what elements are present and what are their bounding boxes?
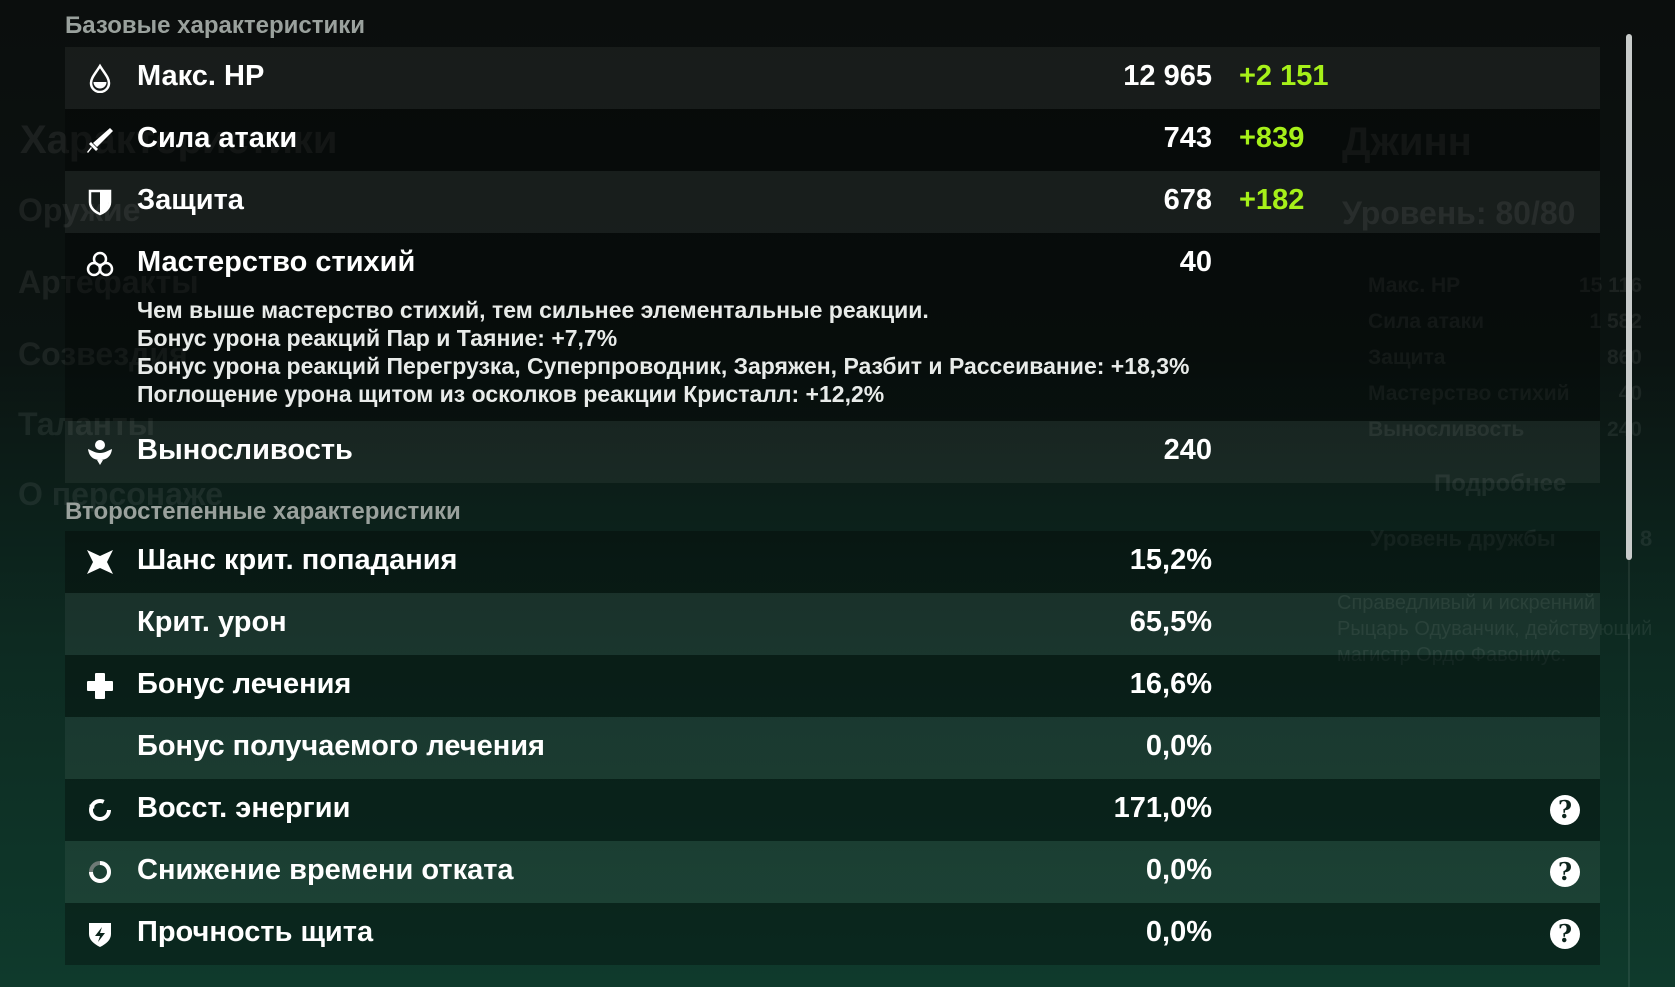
crit-star-icon (87, 550, 113, 574)
stat-label: Бонус лечения (137, 668, 352, 700)
bg-menu-item: Артефакты (18, 264, 199, 300)
bg-side-stat-label: Макс. HP (1368, 274, 1461, 297)
mastery-desc-line: Бонус урона реакций Пар и Таяние: +7,7% (137, 325, 618, 351)
base-stats-title: Базовые характеристики (65, 12, 365, 39)
stat-row-crit-dmg: Крит. урон 65,5% (65, 593, 1600, 655)
bg-level: Уровень: 80/80 (1342, 195, 1576, 231)
mastery-desc-line: Чем выше мастерство стихий, тем сильнее … (137, 297, 929, 323)
stat-bonus: +839 (1239, 122, 1305, 154)
stat-row-incoming-healing: Бонус получаемого лечения 0,0% (65, 717, 1600, 779)
stat-row-crit-rate: Шанс крит. попадания 15,2% (65, 531, 1600, 593)
stat-label: Снижение времени отката (137, 854, 514, 886)
elemental-mastery-icon (86, 251, 114, 277)
stat-label: Восст. энергии (137, 792, 351, 824)
secondary-stats-title: Второстепенные характеристики (65, 498, 461, 525)
stamina-icon (88, 440, 112, 465)
mastery-description: Чем выше мастерство стихий, тем сильнее … (137, 296, 1189, 408)
help-icon[interactable]: ? (1550, 795, 1580, 825)
help-icon[interactable]: ? (1550, 919, 1580, 949)
stat-value: 0,0% (1145, 730, 1212, 762)
stat-value: 16,6% (1129, 668, 1212, 700)
stat-value: 65,5% (1129, 606, 1212, 638)
bg-bio: Справедливый и искренний Рыцарь Одуванчи… (1337, 592, 1653, 666)
bg-side-stat-label: Выносливость (1368, 418, 1525, 441)
stat-row-healing-bonus: Бонус лечения 16,6% (65, 655, 1600, 717)
bg-side-stat-value: 860 (1606, 346, 1642, 369)
mastery-desc-line: Поглощение урона щитом из осколков реакц… (137, 381, 885, 407)
bg-friendship-level: 8 (1640, 526, 1653, 551)
stat-row-stamina: Выносливость 240 (65, 421, 1600, 483)
stat-label: Защита (137, 184, 244, 216)
bg-side-stat-value: 240 (1606, 418, 1642, 441)
sword-icon (87, 128, 113, 153)
stat-value: 171,0% (1113, 792, 1212, 824)
bg-menu-item: Характеристики (20, 118, 338, 162)
stat-bonus: +182 (1239, 184, 1305, 216)
stat-label: Выносливость (137, 434, 353, 466)
stat-label: Сила атаки (137, 122, 298, 154)
bg-side-stat-label: Сила атаки (1368, 310, 1484, 333)
stat-label: Крит. урон (137, 606, 287, 638)
cooldown-icon (89, 861, 111, 883)
bg-character-name: Джинн (1342, 120, 1472, 164)
stat-value: 678 (1163, 184, 1212, 216)
stat-value: 12 965 (1123, 60, 1212, 92)
bg-menu-item: О персонаже (18, 476, 223, 512)
shield-strength-icon (89, 923, 111, 947)
stat-label: Прочность щита (137, 916, 374, 948)
stat-row-mastery: Мастерство стихий 40 (65, 233, 1600, 421)
stat-row-def: Защита 678 +182 (65, 171, 1600, 233)
stat-value: 0,0% (1145, 854, 1212, 886)
stat-value: 0,0% (1145, 916, 1212, 948)
stat-value: 15,2% (1129, 544, 1212, 576)
stat-row-shield-strength: Прочность щита 0,0% ? (65, 903, 1600, 965)
bg-side-stat-label: Мастерство стихий (1368, 382, 1570, 405)
stat-label: Макс. HP (137, 60, 265, 92)
stat-label: Шанс крит. попадания (137, 544, 458, 576)
scrollbar-thumb[interactable] (1626, 34, 1632, 560)
bg-friendship: Уровень дружбы (1370, 526, 1556, 551)
stat-row-energy-recharge: Восст. энергии 171,0% ? (65, 779, 1600, 841)
bg-more: Подробнее (1434, 470, 1567, 497)
stat-label: Мастерство стихий (137, 246, 416, 278)
stat-row-cd-reduction: Снижение времени отката 0,0% ? (65, 841, 1600, 903)
stat-row-hp: Макс. HP 12 965 +2 151 (65, 47, 1600, 109)
bg-menu-item: Созвездия (18, 336, 188, 372)
energy-recharge-icon (89, 799, 111, 821)
mastery-desc-line: Бонус урона реакций Перегрузка, Суперпро… (137, 353, 1190, 379)
stat-value: 743 (1163, 122, 1212, 154)
healing-cross-icon (87, 673, 113, 699)
stat-label: Бонус получаемого лечения (137, 730, 545, 762)
stat-bonus: +2 151 (1239, 60, 1329, 92)
bg-menu-item: Таланты (18, 406, 155, 442)
stat-value: 40 (1179, 246, 1212, 278)
help-icon[interactable]: ? (1550, 857, 1580, 887)
stat-value: 240 (1163, 434, 1212, 466)
bg-menu-item: Оружие (18, 192, 141, 228)
bg-side-stat-label: Защита (1368, 346, 1446, 369)
hp-drop-icon (89, 63, 111, 93)
shield-icon (88, 189, 112, 216)
stat-row-atk: Сила атаки 743 +839 (65, 109, 1600, 171)
